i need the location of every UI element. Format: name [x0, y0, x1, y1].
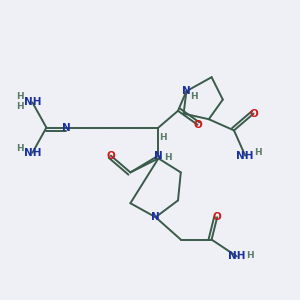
Text: N: N — [151, 212, 160, 222]
Text: NH: NH — [236, 151, 254, 160]
Text: H: H — [16, 102, 24, 111]
Text: O: O — [106, 151, 115, 160]
Text: H: H — [16, 144, 24, 153]
Text: N: N — [61, 123, 70, 133]
Text: N: N — [154, 151, 163, 160]
Text: O: O — [249, 109, 258, 118]
Text: O: O — [193, 120, 202, 130]
Text: H: H — [160, 133, 167, 142]
Text: NH: NH — [24, 98, 41, 107]
Text: O: O — [213, 212, 222, 222]
Text: H: H — [165, 153, 172, 162]
Text: NH: NH — [228, 251, 246, 261]
Text: NH: NH — [24, 148, 41, 158]
Text: H: H — [254, 148, 262, 157]
Text: H: H — [16, 92, 24, 101]
Text: H: H — [246, 251, 253, 260]
Text: N: N — [182, 86, 191, 96]
Text: H: H — [190, 92, 198, 101]
